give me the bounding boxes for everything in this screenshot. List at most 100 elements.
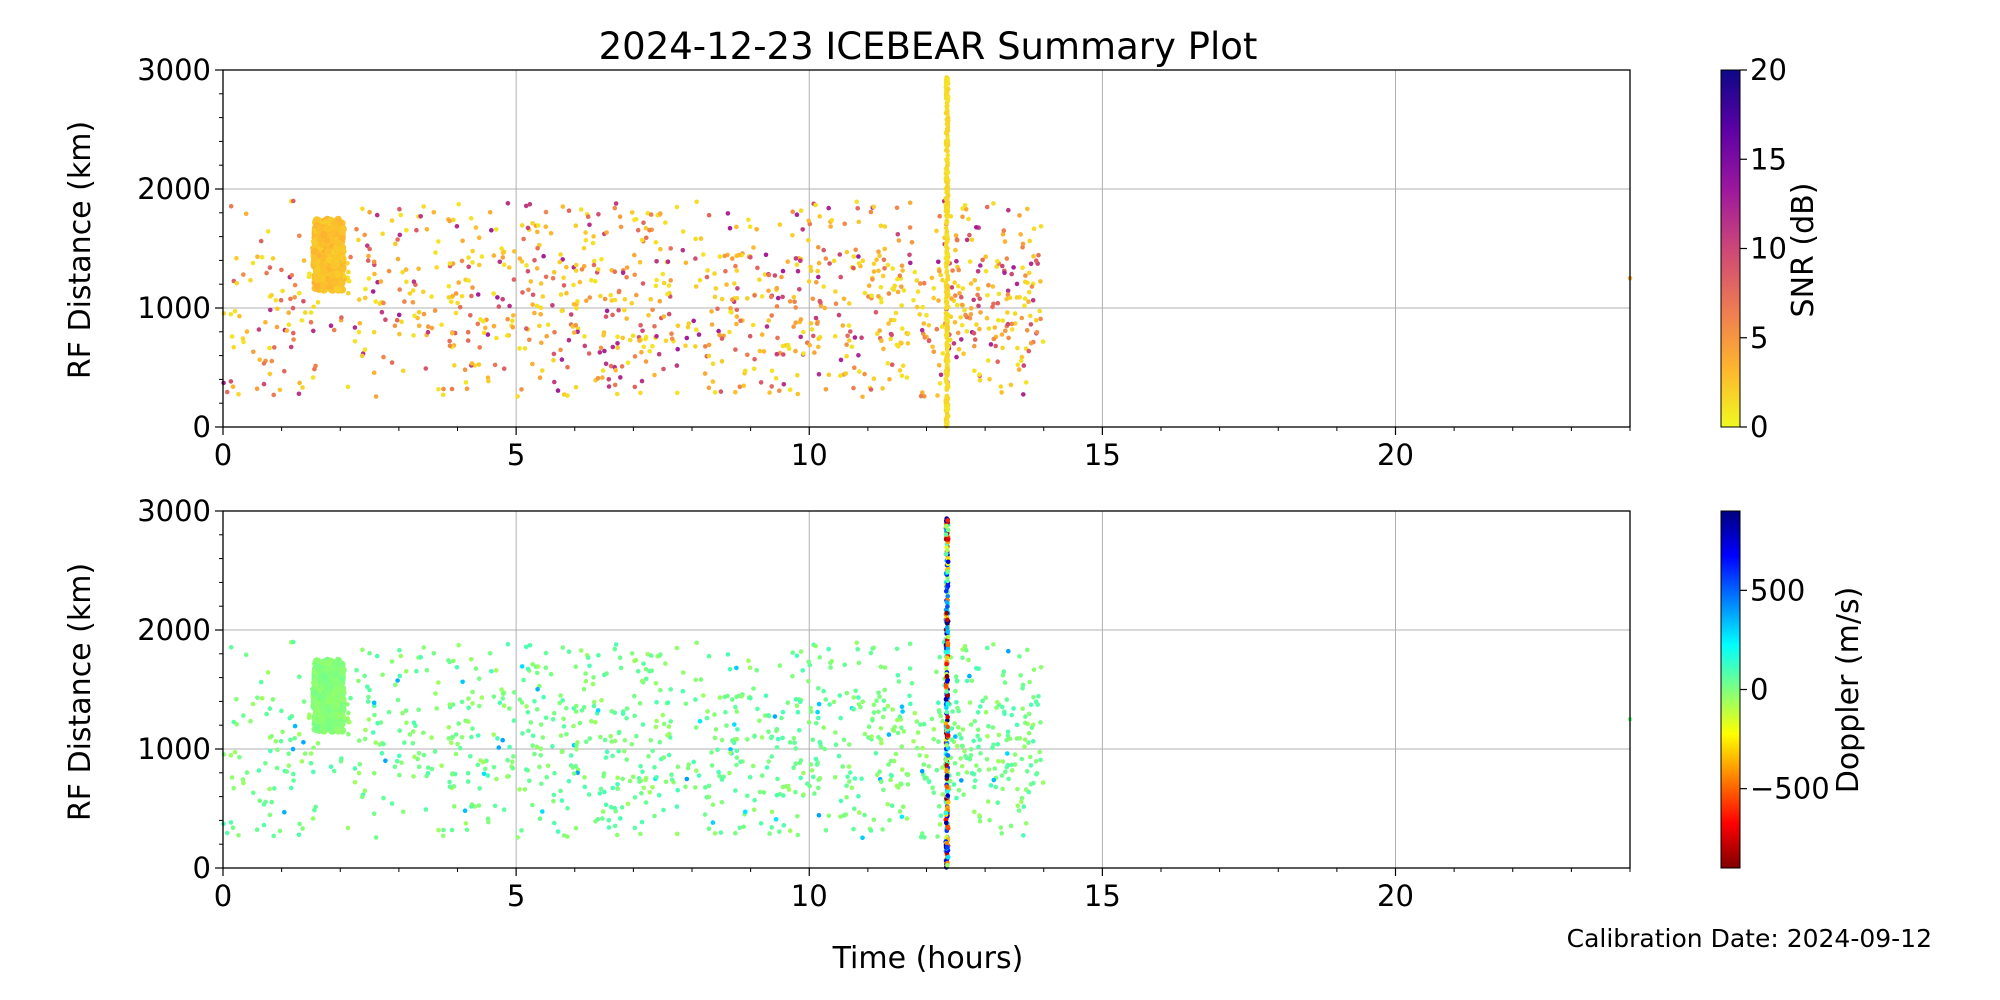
data-point: [710, 379, 716, 384]
data-point: [976, 303, 981, 309]
data-point: [694, 327, 699, 333]
data-point: [881, 346, 886, 352]
data-point: [944, 322, 949, 327]
data-point: [980, 698, 985, 704]
data-point: [975, 727, 981, 733]
data-point: [459, 294, 465, 299]
data-point: [639, 237, 645, 243]
data-point: [826, 813, 832, 819]
data-point: [519, 223, 525, 228]
data-point: [907, 641, 913, 647]
data-point: [959, 322, 965, 328]
data-point: [856, 794, 861, 799]
data-point: [299, 759, 305, 764]
data-point: [943, 110, 949, 116]
data-point: [900, 804, 906, 809]
data-point: [764, 765, 770, 770]
data-point: [275, 306, 280, 312]
data-point: [974, 666, 979, 671]
data-point: [643, 775, 649, 781]
data-point: [814, 721, 819, 726]
snr-colorbar-label: SNR (dB): [1786, 183, 1821, 318]
data-point: [984, 204, 990, 210]
data-point: [494, 776, 499, 782]
data-point: [998, 384, 1004, 389]
data-point: [710, 361, 716, 367]
data-point: [686, 762, 691, 767]
data-point: [639, 678, 645, 684]
data-point: [734, 295, 740, 301]
data-point: [548, 230, 554, 236]
data-point: [269, 799, 275, 805]
data-point: [1006, 335, 1011, 341]
data-point: [284, 769, 290, 774]
data-point: [769, 313, 774, 318]
data-point: [718, 830, 724, 835]
data-point: [608, 733, 613, 739]
data-point: [263, 320, 268, 325]
data-point: [499, 687, 504, 692]
data-point: [267, 786, 272, 792]
data-point: [769, 754, 774, 759]
data-point: [944, 264, 949, 270]
data-point: [412, 754, 417, 760]
data-point: [612, 646, 618, 652]
data-point: [999, 332, 1005, 337]
data-point: [684, 776, 690, 782]
data-point: [278, 297, 284, 303]
data-point: [877, 328, 882, 333]
data-point: [328, 271, 336, 279]
data-point: [817, 655, 822, 660]
data-point: [1033, 318, 1039, 323]
data-point: [505, 642, 511, 647]
data-point: [537, 764, 542, 770]
data-point: [719, 737, 725, 743]
data-point: [772, 714, 778, 719]
data-point: [1006, 776, 1011, 782]
data-point: [940, 351, 945, 356]
data-point: [841, 296, 847, 302]
data-point: [622, 738, 628, 743]
data-point: [579, 267, 585, 272]
data-point: [348, 254, 353, 260]
data-point: [314, 717, 322, 725]
data-point: [608, 804, 614, 810]
data-point: [959, 778, 964, 783]
data-point: [441, 386, 446, 392]
data-point: [469, 361, 475, 366]
data-point: [359, 794, 365, 800]
data-point: [1030, 739, 1036, 744]
data-point: [525, 710, 531, 715]
data-point: [1034, 330, 1040, 335]
data-point: [693, 284, 699, 289]
doppler-colorbar-gradient: [1720, 510, 1741, 869]
data-point: [566, 337, 572, 343]
data-point: [404, 228, 409, 233]
data-point: [1023, 720, 1028, 726]
data-point: [561, 283, 567, 288]
data-point: [785, 259, 791, 265]
data-point: [347, 719, 352, 725]
data-point: [591, 675, 596, 680]
data-point: [535, 223, 541, 228]
data-point: [638, 390, 643, 396]
data-point: [787, 740, 793, 745]
data-point: [956, 267, 961, 273]
data-point: [612, 382, 618, 388]
data-point: [944, 169, 949, 175]
data-point: [712, 831, 718, 836]
data-point: [519, 664, 525, 669]
data-point: [407, 732, 413, 737]
data-point: [943, 369, 949, 375]
data-point: [926, 323, 932, 328]
data-point: [504, 774, 510, 779]
data-point: [741, 383, 746, 389]
data-point: [300, 385, 305, 390]
data-point: [984, 315, 990, 321]
data-point: [367, 246, 372, 252]
data-point: [370, 730, 376, 735]
data-point: [1025, 647, 1030, 653]
data-point: [949, 285, 955, 290]
data-point: [552, 379, 557, 385]
data-point: [774, 351, 780, 357]
